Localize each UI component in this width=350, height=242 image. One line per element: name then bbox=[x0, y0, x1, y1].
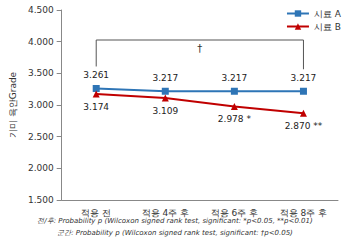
svg-text:2.500: 2.500 bbox=[28, 132, 54, 142]
svg-text:3.261: 3.261 bbox=[83, 70, 109, 80]
svg-text:3.217: 3.217 bbox=[152, 73, 178, 83]
svg-text:3.217: 3.217 bbox=[291, 73, 317, 83]
svg-text:시료 A: 시료 A bbox=[314, 9, 342, 19]
svg-text:적용 8주 후: 적용 8주 후 bbox=[280, 208, 327, 218]
svg-text:3.109: 3.109 bbox=[152, 106, 178, 116]
svg-text:2.870 **: 2.870 ** bbox=[285, 121, 323, 131]
svg-text:3.174: 3.174 bbox=[83, 102, 109, 112]
svg-text:적용 4주 후: 적용 4주 후 bbox=[142, 208, 189, 218]
svg-text:3.000: 3.000 bbox=[28, 100, 54, 110]
svg-text:전/후: Probability p (Wilcoxon s: 전/후: Probability p (Wilcoxon signed rank… bbox=[37, 217, 313, 225]
svg-text:적용 6주 후: 적용 6주 후 bbox=[211, 208, 258, 218]
svg-text:1.500: 1.500 bbox=[28, 195, 54, 205]
svg-text:†: † bbox=[197, 43, 202, 54]
svg-text:2.000: 2.000 bbox=[28, 163, 54, 173]
svg-text:시료 B: 시료 B bbox=[314, 22, 341, 32]
svg-text:기미 육안Grade: 기미 육안Grade bbox=[8, 71, 18, 138]
svg-text:적용 전: 적용 전 bbox=[81, 208, 111, 218]
svg-text:2.978 *: 2.978 * bbox=[218, 114, 252, 124]
svg-text:4.500: 4.500 bbox=[28, 5, 54, 15]
svg-text:4.000: 4.000 bbox=[28, 37, 54, 47]
svg-text:3.217: 3.217 bbox=[221, 73, 247, 83]
svg-text:군간: Probability p (Wilcoxon si: 군간: Probability p (Wilcoxon signed rank … bbox=[57, 229, 293, 237]
svg-text:3.500: 3.500 bbox=[28, 68, 54, 78]
